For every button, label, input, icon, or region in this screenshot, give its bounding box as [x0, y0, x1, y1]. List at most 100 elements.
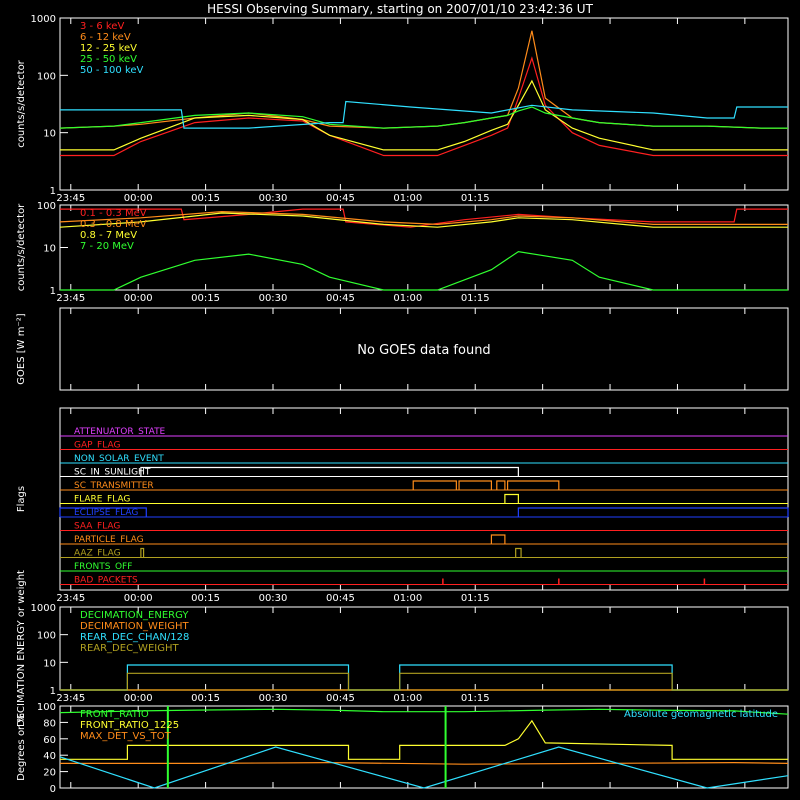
x-tick-label: 01:15: [461, 193, 490, 204]
x-tick-label: 23:45: [56, 693, 85, 704]
legend-entry: FRONT_RATIO: [80, 709, 149, 720]
y-tick-label: 80: [43, 718, 56, 729]
flag-label: BAD_PACKETS: [74, 576, 138, 586]
series-line-rear-dec-weight: [60, 672, 788, 691]
x-tick-label: 00:30: [259, 693, 288, 704]
x-tick-label: 01:15: [461, 293, 490, 304]
low-energy-frame: [59, 17, 789, 191]
flags-ylabel: Flags: [16, 486, 27, 512]
x-tick-label: 00:00: [124, 593, 153, 604]
no-data-message: No GOES data found: [357, 343, 490, 358]
flag-segment: [504, 493, 519, 504]
y-tick-label: 1000: [31, 603, 56, 614]
legend-entry: DECIMATION_ENERGY: [80, 610, 189, 621]
y-tick-label: 100: [37, 631, 56, 642]
series-line-0-8-7-mev: [59, 212, 788, 228]
x-tick-label: 01:15: [461, 593, 490, 604]
flag-label: ATTENUATOR_STATE: [74, 427, 166, 437]
flag-segment: [458, 480, 493, 490]
legend-entry: 7 - 20 MeV: [80, 241, 134, 252]
x-tick-label: 01:00: [393, 193, 422, 204]
y-tick-label: 100: [37, 71, 56, 82]
x-tick-label: 00:45: [326, 693, 355, 704]
y-tick-label: 0: [50, 784, 56, 795]
flag-label: SAA_FLAG: [74, 522, 120, 532]
flag-label: AAZ_FLAG: [74, 549, 121, 559]
series-line-12-25-kev: [60, 79, 788, 151]
y-tick-label: 1: [50, 286, 56, 297]
series-line-max-det-vs-tot: [60, 761, 789, 765]
flag-segment: [517, 507, 789, 517]
series-line-3-6-kev: [60, 56, 788, 157]
y-tick-label: 40: [43, 751, 56, 762]
legend-entry: 6 - 12 keV: [80, 32, 131, 43]
x-tick-label: 01:00: [393, 293, 422, 304]
x-tick-label: 00:15: [191, 593, 220, 604]
x-tick-label: 00:15: [191, 293, 220, 304]
series-line-front-ratio-1225: [60, 719, 788, 760]
y-tick-label: 10: [43, 658, 56, 669]
x-tick-label: 00:30: [259, 193, 288, 204]
y-tick-label: 10: [43, 244, 56, 255]
flag-label: ECLIPSE_FLAG: [74, 508, 138, 518]
x-tick-label: 00:45: [326, 293, 355, 304]
x-tick-label: 23:45: [56, 193, 85, 204]
series-line-absolute-geomagnetic-latitude: [59, 746, 789, 789]
flags-frame: [59, 407, 789, 591]
x-tick-label: 01:00: [393, 693, 422, 704]
legend-entry: 0.8 - 7 MeV: [80, 230, 137, 241]
flag-label: FRONTS_OFF: [74, 562, 132, 572]
flag-segment: [515, 547, 522, 558]
y-tick-label: 10: [43, 129, 56, 140]
x-tick-label: 01:00: [393, 593, 422, 604]
figure-title: HESSI Observing Summary, starting on 200…: [207, 2, 593, 16]
x-tick-label: 00:15: [191, 193, 220, 204]
flag-segment: [506, 480, 560, 490]
legend-entry: REAR_DEC_CHAN/128: [80, 632, 189, 643]
decimation-ylabel: DECIMATION ENERGY or weight: [16, 570, 27, 727]
legend-entry: FRONT_RATIO_1225: [80, 720, 179, 731]
x-tick-label: 23:45: [56, 593, 85, 604]
series-line-25-50-kev: [59, 106, 788, 129]
low-energy-ylabel: counts/s/detector: [16, 59, 27, 147]
x-tick-label: 00:30: [259, 293, 288, 304]
flag-segment: [496, 480, 506, 490]
y-tick-label: 100: [37, 201, 56, 212]
x-tick-label: 00:00: [124, 193, 153, 204]
y-tick-label: 100: [37, 702, 56, 713]
legend-entry: MAX_DET_VS_TOT: [80, 731, 172, 742]
legend-entry: 12 - 25 keV: [80, 43, 137, 54]
flag-label: NON_SOLAR_EVENT: [74, 454, 164, 464]
series-line-7-20-mev: [60, 250, 788, 291]
flag-segment: [140, 547, 145, 558]
legend-entry: 3 - 6 keV: [80, 21, 124, 32]
flag-segment: [59, 507, 147, 517]
annotation-label: Absolute geomagnetic latitude: [624, 709, 778, 720]
series-line-50-100-kev: [60, 100, 788, 129]
flag-label: SC_IN_SUNLIGHT: [74, 468, 151, 478]
legend-entry: REAR_DEC_WEIGHT: [80, 643, 179, 654]
legend-entry: 0.1 - 0.3 MeV: [80, 208, 147, 219]
x-tick-label: 00:00: [124, 293, 153, 304]
ratios-ylabel: Degrees or %: [16, 713, 27, 781]
x-tick-label: 01:15: [461, 693, 490, 704]
y-tick-label: 1000: [31, 14, 56, 25]
x-tick-label: 00:30: [259, 593, 288, 604]
high-energy-ylabel: counts/s/detector: [16, 203, 27, 291]
x-tick-label: 00:15: [191, 693, 220, 704]
flag-label: GAP_FLAG: [74, 441, 120, 451]
y-tick-label: 1: [50, 186, 56, 197]
x-tick-label: 00:45: [326, 593, 355, 604]
x-tick-label: 00:45: [326, 193, 355, 204]
legend-entry: 50 - 100 keV: [80, 65, 144, 76]
series-line-front-ratio: [59, 708, 789, 715]
flag-segment: [490, 534, 506, 544]
goes-frame: [59, 307, 789, 391]
x-tick-label: 23:45: [56, 293, 85, 304]
y-tick-label: 20: [43, 768, 56, 779]
legend-entry: DECIMATION_WEIGHT: [80, 621, 189, 632]
goes-ylabel: GOES [W m⁻²]: [16, 313, 27, 384]
flag-label: SC_TRANSMITTER: [74, 481, 154, 491]
flag-segment: [140, 466, 519, 477]
